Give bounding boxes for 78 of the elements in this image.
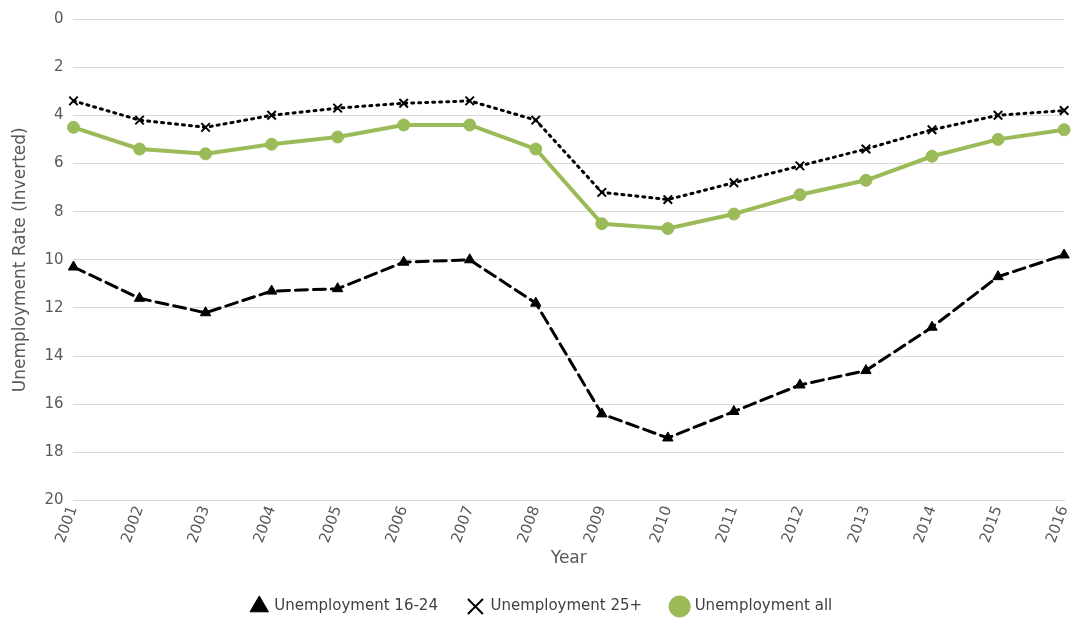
point bbox=[332, 102, 343, 114]
x-tick-label: 2013 bbox=[843, 503, 874, 546]
y-tick-label: 16 bbox=[44, 394, 64, 413]
point bbox=[926, 320, 938, 331]
point bbox=[331, 130, 345, 144]
point bbox=[199, 306, 212, 317]
y-axis-title: Unemployment Rate (Inverted) bbox=[8, 127, 29, 393]
y-tick-label: 14 bbox=[44, 345, 64, 364]
x-tick-label: 2014 bbox=[909, 503, 940, 546]
point bbox=[464, 95, 475, 107]
point bbox=[67, 260, 80, 271]
x-tick-label: 2016 bbox=[1041, 503, 1072, 546]
point bbox=[1058, 248, 1070, 259]
point bbox=[794, 160, 806, 172]
point bbox=[265, 137, 279, 151]
y-tick-label: 0 bbox=[53, 8, 64, 27]
point bbox=[397, 255, 410, 266]
legend-label: Unemployment 16-24 bbox=[274, 596, 438, 615]
point bbox=[200, 122, 211, 133]
point bbox=[133, 142, 147, 156]
point bbox=[464, 253, 476, 264]
x-tick-label: 2002 bbox=[116, 503, 147, 546]
y-tick-label: 4 bbox=[53, 105, 64, 124]
point bbox=[727, 207, 741, 221]
x-tick-label: 2006 bbox=[381, 503, 412, 546]
point bbox=[860, 364, 872, 375]
point bbox=[596, 187, 608, 198]
point bbox=[793, 188, 807, 202]
y-tick-label: 6 bbox=[53, 153, 64, 172]
point bbox=[265, 284, 278, 295]
point bbox=[133, 291, 146, 302]
y-tick-label: 10 bbox=[44, 249, 64, 268]
x-tick-label: 2003 bbox=[183, 503, 213, 546]
point bbox=[331, 282, 344, 293]
point bbox=[926, 124, 938, 135]
point bbox=[463, 118, 477, 132]
point bbox=[794, 378, 806, 389]
point bbox=[1058, 105, 1070, 116]
point bbox=[662, 194, 674, 205]
x-tick-label: 2004 bbox=[249, 503, 280, 546]
point bbox=[596, 407, 608, 418]
x-tick-label: 2010 bbox=[645, 503, 676, 546]
point bbox=[266, 110, 277, 121]
y-tick-label: 2 bbox=[53, 57, 64, 76]
point bbox=[199, 147, 213, 161]
x-tick-label: 2009 bbox=[579, 503, 610, 546]
x-tick-label: 2005 bbox=[315, 503, 346, 546]
point bbox=[859, 173, 873, 187]
point bbox=[1057, 123, 1071, 137]
point bbox=[860, 143, 872, 155]
point bbox=[397, 118, 411, 132]
legend-label: Unemployment 25+ bbox=[490, 596, 643, 615]
point bbox=[662, 431, 674, 442]
point bbox=[529, 142, 543, 156]
y-tick-label: 12 bbox=[44, 297, 64, 316]
point bbox=[661, 221, 675, 235]
point bbox=[134, 114, 145, 126]
legend-label: Unemployment all bbox=[694, 596, 833, 615]
x-tick-label: 2015 bbox=[975, 503, 1006, 546]
y-tick-label: 8 bbox=[53, 201, 64, 220]
point bbox=[925, 149, 939, 163]
point bbox=[66, 120, 80, 134]
point bbox=[728, 177, 740, 188]
x-tick-label: 2012 bbox=[777, 503, 808, 546]
point bbox=[398, 98, 409, 109]
point bbox=[991, 132, 1005, 146]
x-tick-label: 2011 bbox=[711, 503, 742, 546]
point bbox=[68, 95, 79, 107]
point bbox=[595, 217, 609, 231]
x-tick-label: 2007 bbox=[447, 503, 478, 546]
point bbox=[530, 114, 542, 126]
x-axis-title: Year bbox=[549, 547, 587, 568]
point bbox=[992, 270, 1004, 281]
point bbox=[728, 404, 740, 415]
point bbox=[530, 296, 542, 307]
point bbox=[992, 110, 1004, 121]
x-tick-label: 2008 bbox=[513, 503, 544, 546]
y-tick-label: 18 bbox=[44, 442, 64, 461]
